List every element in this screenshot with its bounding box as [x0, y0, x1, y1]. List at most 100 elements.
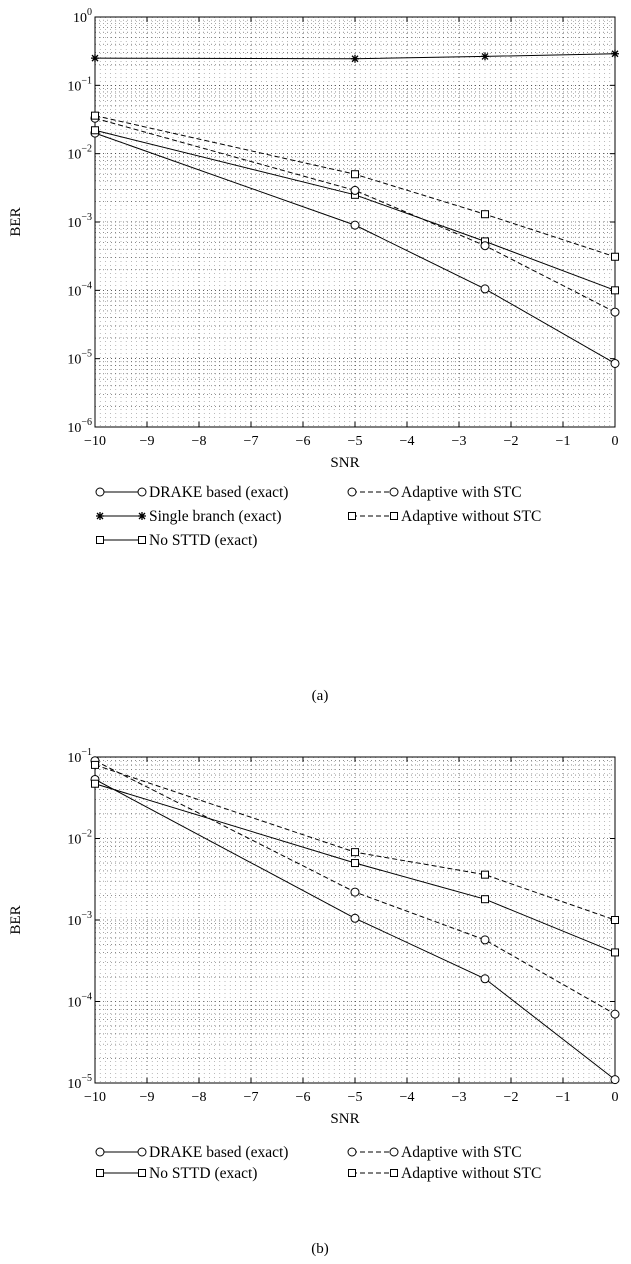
x-tick-label: −6 [296, 434, 311, 449]
legend-marker [96, 536, 104, 544]
legend-marker [347, 1147, 357, 1157]
tick-exponent: −5 [81, 349, 92, 360]
y-tick-label: 10−1 [67, 747, 92, 766]
legend-marker [95, 487, 105, 497]
data-point [480, 974, 490, 984]
legend-marker [390, 512, 398, 520]
legend-marker [95, 1147, 105, 1157]
x-tick-label: −3 [452, 1090, 467, 1105]
x-tick-label: 0 [612, 1090, 619, 1105]
data-point [91, 779, 99, 788]
tick-exponent: −2 [81, 829, 92, 840]
y-tick-label: 10−2 [67, 144, 92, 163]
tick-base: 10 [67, 216, 81, 231]
data-point [480, 935, 490, 945]
series-line [94, 117, 616, 313]
legend-marker [138, 536, 146, 544]
y-axis-label: BER [8, 905, 24, 934]
x-tick-label: −9 [140, 434, 155, 449]
tick-exponent: −6 [81, 417, 92, 428]
data-point [91, 54, 99, 63]
data-point [481, 210, 489, 219]
legend-marker [138, 1169, 146, 1177]
data-point [350, 220, 360, 230]
data-point [350, 887, 360, 897]
data-point [351, 170, 359, 179]
y-tick-label: 10−3 [67, 910, 92, 929]
legend-label: Single branch (exact) [149, 508, 282, 525]
x-tick-label: −4 [400, 434, 415, 449]
tick-base: 10 [67, 79, 81, 94]
tick-base: 10 [67, 751, 81, 766]
x-axis-label: SNR [330, 455, 359, 471]
chart-panel-a: −10 −9 −8 −7 −6 −5 −4 −3 −2 −1 010010−110−210−310−… [8, 7, 620, 704]
x-tick-label: −10 [84, 1090, 106, 1105]
x-tick-label: −5 [348, 1090, 363, 1105]
legend: DRAKE based (exact) Adaptive with STC Sing… [95, 484, 541, 549]
data-point [611, 916, 619, 924]
x-tick-label: −4 [400, 1090, 415, 1105]
legend-marker [390, 1169, 398, 1177]
x-tick-label: −3 [452, 434, 467, 449]
data-point [350, 185, 360, 195]
x-tick-label: −8 [192, 434, 207, 449]
tick-exponent: −3 [81, 212, 92, 223]
series-no-sttd-exact [91, 779, 619, 957]
tick-base: 10 [73, 11, 87, 26]
data-point [350, 913, 360, 923]
legend-marker [348, 512, 356, 520]
data-point [91, 111, 99, 120]
legend-marker [347, 487, 357, 497]
panel-caption: (b) [311, 1241, 329, 1257]
tick-base: 10 [67, 353, 81, 368]
legend: DRAKE based (exact) Adaptive with STC No S… [95, 1144, 541, 1182]
legend-label: Adaptive with STC [401, 484, 522, 501]
series-line [94, 764, 616, 921]
y-tick-label: 10−4 [67, 992, 92, 1011]
data-point [481, 52, 489, 61]
x-tick-label: −5 [348, 434, 363, 449]
x-axis-label: SNR [330, 1111, 359, 1127]
data-point [351, 859, 359, 868]
series-adaptive-without-stc [91, 760, 619, 924]
data-point [351, 848, 359, 857]
tick-exponent: −4 [81, 280, 92, 291]
series-no-sttd-exact [91, 126, 619, 295]
tick-exponent: 0 [87, 7, 92, 18]
data-point [611, 252, 619, 261]
series-line [94, 53, 616, 60]
data-point [610, 1075, 620, 1085]
tick-exponent: −3 [81, 910, 92, 921]
series-line [94, 760, 616, 1015]
legend-label: Adaptive without STC [401, 1165, 541, 1182]
y-tick-label: 100 [73, 7, 92, 26]
series-adaptive-without-stc [91, 111, 619, 261]
data-point [91, 760, 99, 769]
data-point [610, 307, 620, 317]
data-point [481, 895, 489, 904]
y-tick-label: 10−6 [67, 417, 92, 436]
tick-base: 10 [67, 914, 81, 929]
x-tick-label: −9 [140, 1090, 155, 1105]
tick-base: 10 [67, 148, 81, 163]
legend-marker [96, 1169, 104, 1177]
x-tick-label: −2 [504, 434, 519, 449]
legend-marker [348, 1169, 356, 1177]
series-line [94, 132, 616, 364]
legend-marker [389, 1147, 399, 1157]
legend-label: Adaptive with STC [401, 1144, 522, 1161]
x-tick-label: −10 [84, 434, 106, 449]
data-point [480, 284, 490, 294]
x-tick-label: −1 [556, 434, 571, 449]
x-tick-label: −1 [556, 1090, 571, 1105]
x-tick-label: −7 [244, 1090, 259, 1105]
tick-exponent: −1 [81, 75, 92, 86]
data-point [481, 870, 489, 879]
series-line [94, 129, 616, 291]
legend-marker [137, 487, 147, 497]
y-tick-label: 10−4 [67, 280, 92, 299]
x-tick-label: 0 [612, 434, 619, 449]
x-tick-label: −8 [192, 1090, 207, 1105]
series-adaptive-with-stc [90, 756, 620, 1019]
